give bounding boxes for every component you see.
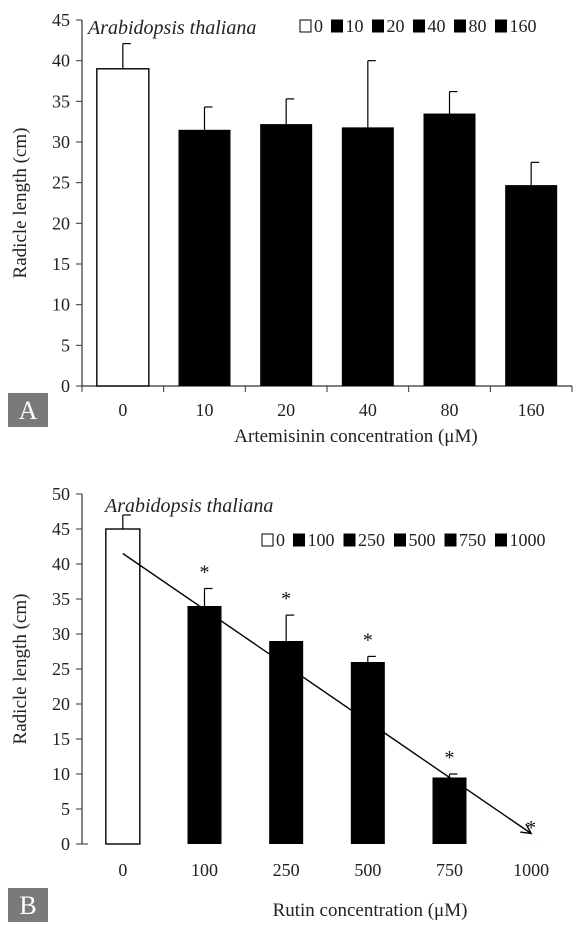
panel-b-significance-1000: * [526,817,536,839]
panel-b-legend-swatch-1000 [495,533,507,547]
panel-b-significance-100: * [200,562,210,584]
panel-b-ytick-label: 20 [52,694,70,714]
panel-b-legend-label-1000: 1000 [510,530,546,550]
panel-b-significance-500: * [363,629,373,651]
panel-a-xtick-label: 0 [118,400,127,420]
panel-a-xtick-label: 20 [277,400,295,420]
panel-a-legend-swatch-0 [299,19,312,33]
panel-a-xtick-label: 160 [518,400,545,420]
panel-a-panel-label: A [19,396,38,425]
panel-b-trendline-arrowhead [520,823,533,835]
panel-b-panel-label: B [19,891,36,920]
panel-a-ytick-label: 5 [61,335,70,355]
panel-a-bar-20 [260,124,313,387]
panel-a-legend-label-10: 10 [346,16,364,36]
panel-b-ytick-label: 40 [52,554,70,574]
panel-a-legend-label-40: 40 [428,16,446,36]
panel-a-ytick-label: 10 [52,295,70,315]
panel-a-legend-label-160: 160 [510,16,537,36]
panel-b-xtick-label: 500 [354,860,381,880]
panel-b-xtick-label: 100 [191,860,218,880]
panel-b-chart: 051015202530354045500*100*250*500*750*10… [8,484,549,922]
panel-b-significance-750: * [445,747,455,769]
panel-b-ytick-label: 5 [61,799,70,819]
panel-a-xtick-label: 80 [441,400,459,420]
panel-b-legend-label-250: 250 [358,530,385,550]
panel-a-ylabel: Radicle length (cm) [10,128,31,279]
panel-b-ytick-label: 10 [52,764,70,784]
panel-b-ytick-label: 25 [52,659,70,679]
panel-b-ytick-label: 15 [52,729,70,749]
panel-b-bar-0 [105,528,141,845]
panel-b-xtick-label: 1000 [513,860,549,880]
panel-a-legend-label-20: 20 [387,16,405,36]
panel-a-legend-swatch-40 [413,19,425,33]
panel-a-ytick-label: 25 [52,173,70,193]
panel-a-legend-swatch-10 [331,19,343,33]
panel-a-ytick-label: 15 [52,254,70,274]
panel-b-legend-swatch-250 [343,533,356,547]
panel-b-ylabel: Radicle length (cm) [10,594,31,745]
panel-b-legend-swatch-750 [444,533,457,547]
panel-b-ytick-label: 50 [52,484,70,504]
panel-b-significance-250: * [281,588,291,610]
panel-a-panel-label-box [8,393,48,427]
panel-a-bar-80 [423,113,476,387]
panel-a-bar-160 [505,185,558,386]
panel-b-bar-500 [350,662,385,844]
panel-b-ytick-label: 30 [52,624,70,644]
panel-b-xlabel: Rutin concentration (μM) [273,900,468,921]
panel-a-legend-label-80: 80 [469,16,487,36]
panel-a-chart: 0 5 10 15 20 25 30 35 40 45 0 10 20 40 80 160 Radicle le… [8,10,573,447]
panel-a-ytick-label: 30 [52,132,70,152]
panel-b-bar-250 [269,641,304,844]
panel-b-legend-swatch-500 [394,533,406,547]
panel-b-legend-label-750: 750 [459,530,486,550]
panel-b-ytick-label: 0 [61,834,70,854]
panel-b-legend-label-0: 0 [276,530,285,550]
panel-a-ytick-label: 45 [52,10,70,30]
panel-a-xtick-label: 40 [359,400,377,420]
panel-a-species-label: Arabidopsis thaliana [86,17,256,39]
panel-b-legend-label-100: 100 [308,530,335,550]
panel-b-species-label: Arabidopsis thaliana [103,495,273,517]
panel-b-ytick-label: 35 [52,589,70,609]
panel-b-bar-100 [187,606,222,844]
panel-b-bar-750 [432,777,467,844]
panel-a-bar-0 [96,68,150,387]
panel-b-panel-label-box [8,888,48,922]
panel-a-legend-label-0: 0 [314,16,323,36]
panel-a-ytick-label: 35 [52,91,70,111]
panel-b-legend-swatch-0 [261,533,274,547]
panel-a-ytick-label: 20 [52,213,70,233]
panel-b-xtick-label: 0 [118,860,127,880]
panel-a-legend-swatch-80 [454,19,466,33]
panel-a-ytick-label: 40 [52,51,70,71]
panel-b-legend-swatch-100 [293,533,305,547]
panel-b-xtick-label: 250 [273,860,300,880]
panel-a-xlabel: Artemisinin concentration (μM) [234,426,477,447]
panel-a-bar-10 [178,129,231,387]
panel-b-trendline [122,552,532,835]
panel-a-xtick-label: 10 [196,400,214,420]
panel-a-legend-swatch-160 [495,19,507,33]
panel-a-legend-swatch-20 [372,19,384,33]
panel-b-legend-label-500: 500 [409,530,436,550]
panel-b-ytick-label: 45 [52,519,70,539]
panel-a-bar-40 [341,127,394,387]
panel-b-xtick-label: 750 [436,860,463,880]
panel-a-ytick-label: 0 [61,376,70,396]
